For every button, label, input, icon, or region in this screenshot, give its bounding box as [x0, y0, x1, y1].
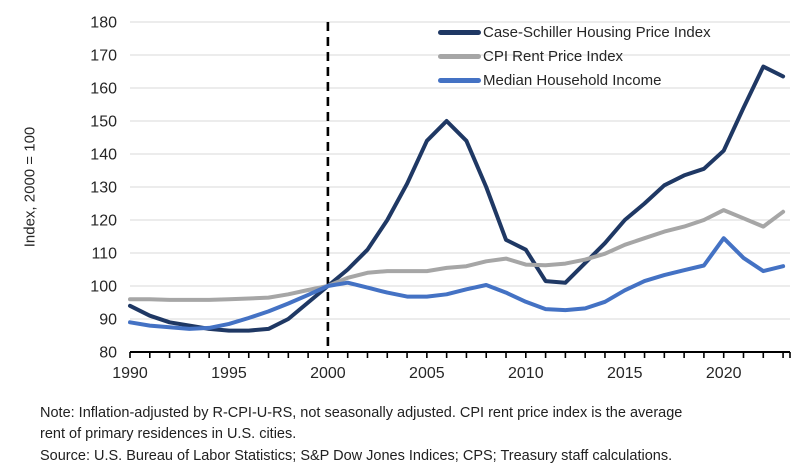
- legend-item-cpi-rent: CPI Rent Price Index: [438, 44, 711, 68]
- legend-label: Median Household Income: [483, 71, 662, 89]
- svg-text:90: 90: [99, 312, 117, 329]
- legend-swatch-cpi-rent-icon: [438, 53, 481, 59]
- source-line: Source: U.S. Bureau of Labor Statistics;…: [40, 447, 673, 464]
- svg-text:110: 110: [91, 246, 117, 263]
- legend-swatch-case-schiller-icon: [438, 29, 481, 35]
- legend-label: Case-Schiller Housing Price Index: [483, 23, 711, 41]
- svg-text:80: 80: [99, 345, 117, 362]
- svg-text:2010: 2010: [508, 365, 544, 382]
- note-line-2: rent of primary residences in U.S. citie…: [40, 426, 297, 443]
- chart-footnote: Note: Inflation-adjusted by R-CPI-U-RS, …: [40, 403, 800, 467]
- svg-text:130: 130: [90, 180, 117, 197]
- svg-text:2015: 2015: [607, 365, 643, 382]
- svg-text:2005: 2005: [409, 365, 445, 382]
- series-line-median-household-income: [128, 236, 786, 331]
- svg-text:100: 100: [90, 279, 117, 296]
- legend-item-median-income: Median Household Income: [438, 68, 711, 92]
- legend-label: CPI Rent Price Index: [483, 47, 624, 65]
- legend: Case-Schiller Housing Price Index CPI Re…: [438, 20, 711, 92]
- svg-text:180: 180: [90, 15, 117, 32]
- series-line-case-schiller-housing-price-index: [128, 64, 786, 333]
- svg-text:1990: 1990: [112, 365, 148, 382]
- legend-swatch-median-income-icon: [438, 77, 481, 83]
- svg-text:160: 160: [90, 81, 117, 98]
- x-axis-tick-labels: 1990 1995 2000 2005 2010 2015 2020: [112, 365, 741, 382]
- y-axis-tick-labels: 80 90 100 110 120 130 140 150 160 170 180: [90, 15, 117, 362]
- x-axis: [129, 351, 791, 358]
- y-axis-title: Index, 2000 = 100: [21, 126, 39, 248]
- svg-text:140: 140: [90, 147, 117, 164]
- svg-text:120: 120: [90, 213, 117, 230]
- svg-text:2000: 2000: [310, 365, 346, 382]
- svg-text:1995: 1995: [211, 365, 247, 382]
- chart-plot: 80 90 100 110 120 130 140 150 160 170 180 1990 1995 2…: [90, 15, 791, 382]
- svg-text:170: 170: [90, 48, 117, 65]
- svg-text:150: 150: [90, 114, 117, 131]
- note-line-1: Note: Inflation-adjusted by R-CPI-U-RS, …: [40, 405, 683, 421]
- series-line-cpi-rent-price-index: [128, 208, 786, 302]
- legend-item-case-schiller: Case-Schiller Housing Price Index: [438, 20, 711, 44]
- svg-text:2020: 2020: [706, 365, 742, 382]
